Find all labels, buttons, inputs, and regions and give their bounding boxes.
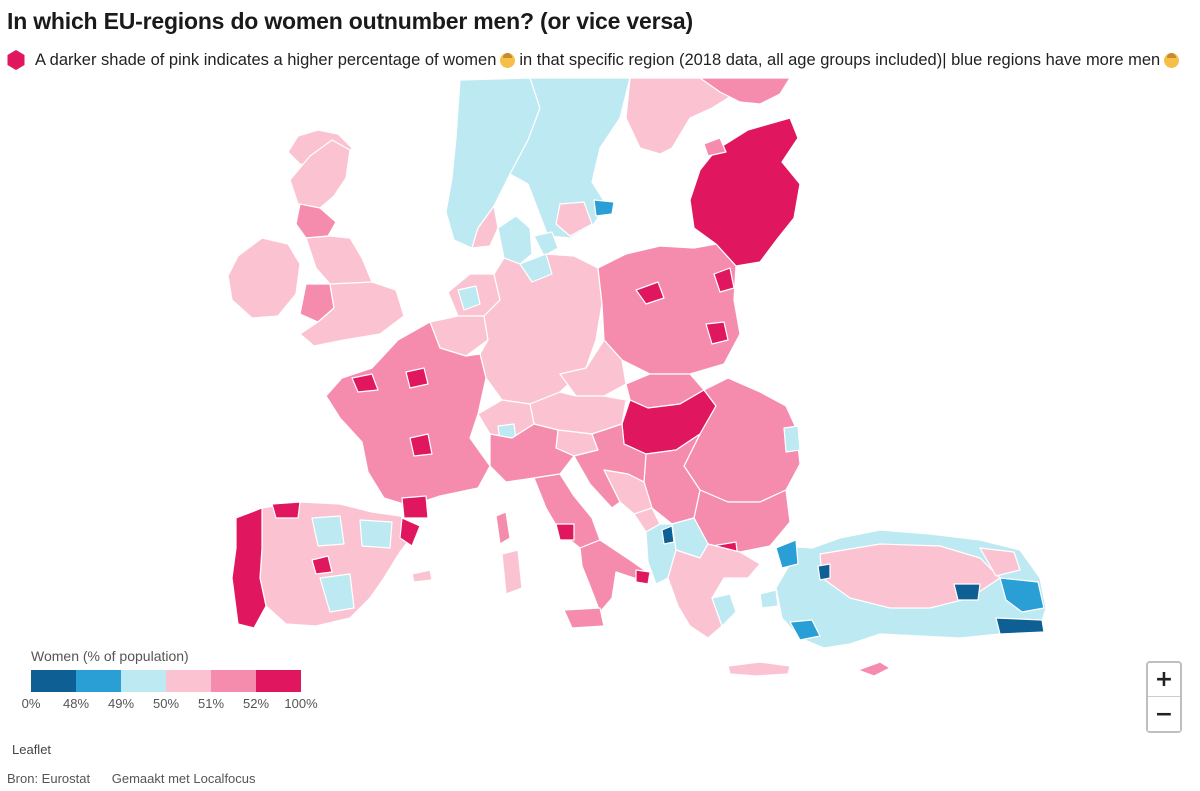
region-estonia-islands[interactable] — [703, 137, 727, 157]
region-germany-central-blue[interactable] — [457, 285, 481, 311]
region-italy-south-tip[interactable] — [635, 569, 651, 585]
region-spain-north-dark[interactable] — [271, 501, 301, 519]
legend-swatch — [211, 670, 256, 692]
legend: Women (% of population) 0% 48% 49% 50% 51% 52… — [21, 648, 318, 714]
region-corsica[interactable] — [495, 511, 511, 545]
region-portugal[interactable] — [231, 507, 267, 629]
region-sardinia[interactable] — [501, 549, 523, 595]
region-turkey-izmir[interactable] — [817, 563, 831, 581]
region-france-central[interactable] — [409, 433, 433, 457]
legend-tick-label: 49% — [107, 696, 135, 711]
subtitle-text-2: in that specific region (2018 data, all … — [519, 50, 1161, 69]
subtitle-text-1: A darker shade of pink indicates a highe… — [35, 50, 497, 69]
region-poland[interactable] — [597, 243, 741, 375]
region-turkey-south-blue[interactable] — [789, 619, 821, 641]
region-turkey-southeast-dark[interactable] — [995, 617, 1045, 635]
region-stockholm[interactable] — [593, 199, 615, 217]
region-greece[interactable] — [667, 543, 761, 639]
region-greece-attica[interactable] — [711, 593, 737, 627]
region-italy-rome[interactable] — [555, 523, 575, 541]
leaflet-attribution[interactable]: Leaflet — [12, 742, 52, 757]
region-italy-south[interactable] — [579, 539, 651, 613]
region-spain-blue-1[interactable] — [311, 515, 345, 547]
region-norway-south[interactable] — [471, 205, 499, 249]
region-sweden-south-pink[interactable] — [555, 201, 593, 237]
legend-swatch — [256, 670, 301, 692]
legend-swatch — [121, 670, 166, 692]
region-sweden[interactable] — [509, 78, 631, 239]
region-turkey-east-dark[interactable] — [953, 583, 981, 601]
region-sicily[interactable] — [563, 607, 605, 629]
region-turkey-east-blue[interactable] — [999, 577, 1045, 613]
region-spain-blue-2[interactable] — [359, 519, 393, 549]
zoom-control: + − — [1146, 661, 1182, 733]
region-albania-coast[interactable] — [661, 525, 675, 545]
legend-tick-label: 52% — [242, 696, 270, 711]
region-england-north[interactable] — [305, 235, 373, 289]
region-germany-north-blue[interactable] — [519, 253, 553, 283]
region-crete[interactable] — [727, 661, 791, 677]
region-denmark-islands[interactable] — [533, 231, 559, 257]
legend-swatch — [166, 670, 211, 692]
legend-color-bar — [31, 670, 301, 692]
region-turkey-thrace[interactable] — [775, 539, 799, 569]
region-ireland[interactable] — [227, 237, 301, 319]
region-poland-east[interactable] — [705, 321, 729, 345]
region-scotland-central[interactable] — [295, 203, 337, 239]
region-denmark[interactable] — [497, 215, 533, 265]
region-finland-east[interactable] — [699, 78, 791, 105]
region-italy-north[interactable] — [489, 423, 575, 483]
legend-tick-label: 50% — [152, 696, 180, 711]
made-with-link[interactable]: Gemaakt met Localfocus — [111, 771, 256, 786]
region-france-south[interactable] — [401, 495, 429, 519]
legend-tick-label: 51% — [197, 696, 225, 711]
region-spain-madrid[interactable] — [311, 555, 333, 575]
legend-swatch — [31, 670, 76, 692]
region-balearic[interactable] — [411, 569, 433, 583]
region-greek-islands[interactable] — [759, 589, 779, 609]
legend-tick-label: 48% — [62, 696, 90, 711]
region-spain-blue-3[interactable] — [319, 573, 355, 613]
legend-title: Women (% of population) — [31, 648, 189, 664]
region-cyprus[interactable] — [857, 661, 891, 677]
legend-ticks: 0% 48% 49% 50% 51% 52% 100% — [21, 696, 318, 714]
region-turkey-northeast-pink[interactable] — [979, 547, 1021, 577]
footer: Bron: Eurostat Gemaakt met Localfocus — [7, 771, 274, 786]
region-paris[interactable] — [405, 367, 429, 389]
region-france-northwest[interactable] — [351, 373, 379, 393]
zoom-in-button[interactable]: + — [1148, 663, 1180, 697]
region-romania-east-blue[interactable] — [783, 425, 801, 453]
legend-tick-label: 100% — [284, 696, 318, 711]
legend-swatch — [76, 670, 121, 692]
region-spain-catalonia[interactable] — [399, 517, 421, 547]
region-france[interactable] — [325, 321, 491, 507]
choropleth-map[interactable] — [0, 78, 1200, 698]
zoom-out-button[interactable]: − — [1148, 697, 1180, 731]
man-emoji-icon — [1164, 52, 1180, 68]
region-lithuania-border[interactable] — [713, 267, 735, 293]
region-poland-warsaw[interactable] — [635, 281, 665, 305]
woman-emoji-icon — [500, 52, 516, 68]
hexagon-marker-icon — [7, 50, 25, 70]
source-text: Bron: Eurostat — [7, 771, 91, 786]
region-england-south[interactable] — [299, 281, 405, 347]
page-title: In which EU-regions do women outnumber m… — [7, 8, 693, 34]
subtitle: A darker shade of pink indicates a highe… — [7, 50, 1190, 70]
legend-tick-label: 0% — [21, 696, 41, 711]
region-baltics[interactable] — [689, 117, 801, 267]
